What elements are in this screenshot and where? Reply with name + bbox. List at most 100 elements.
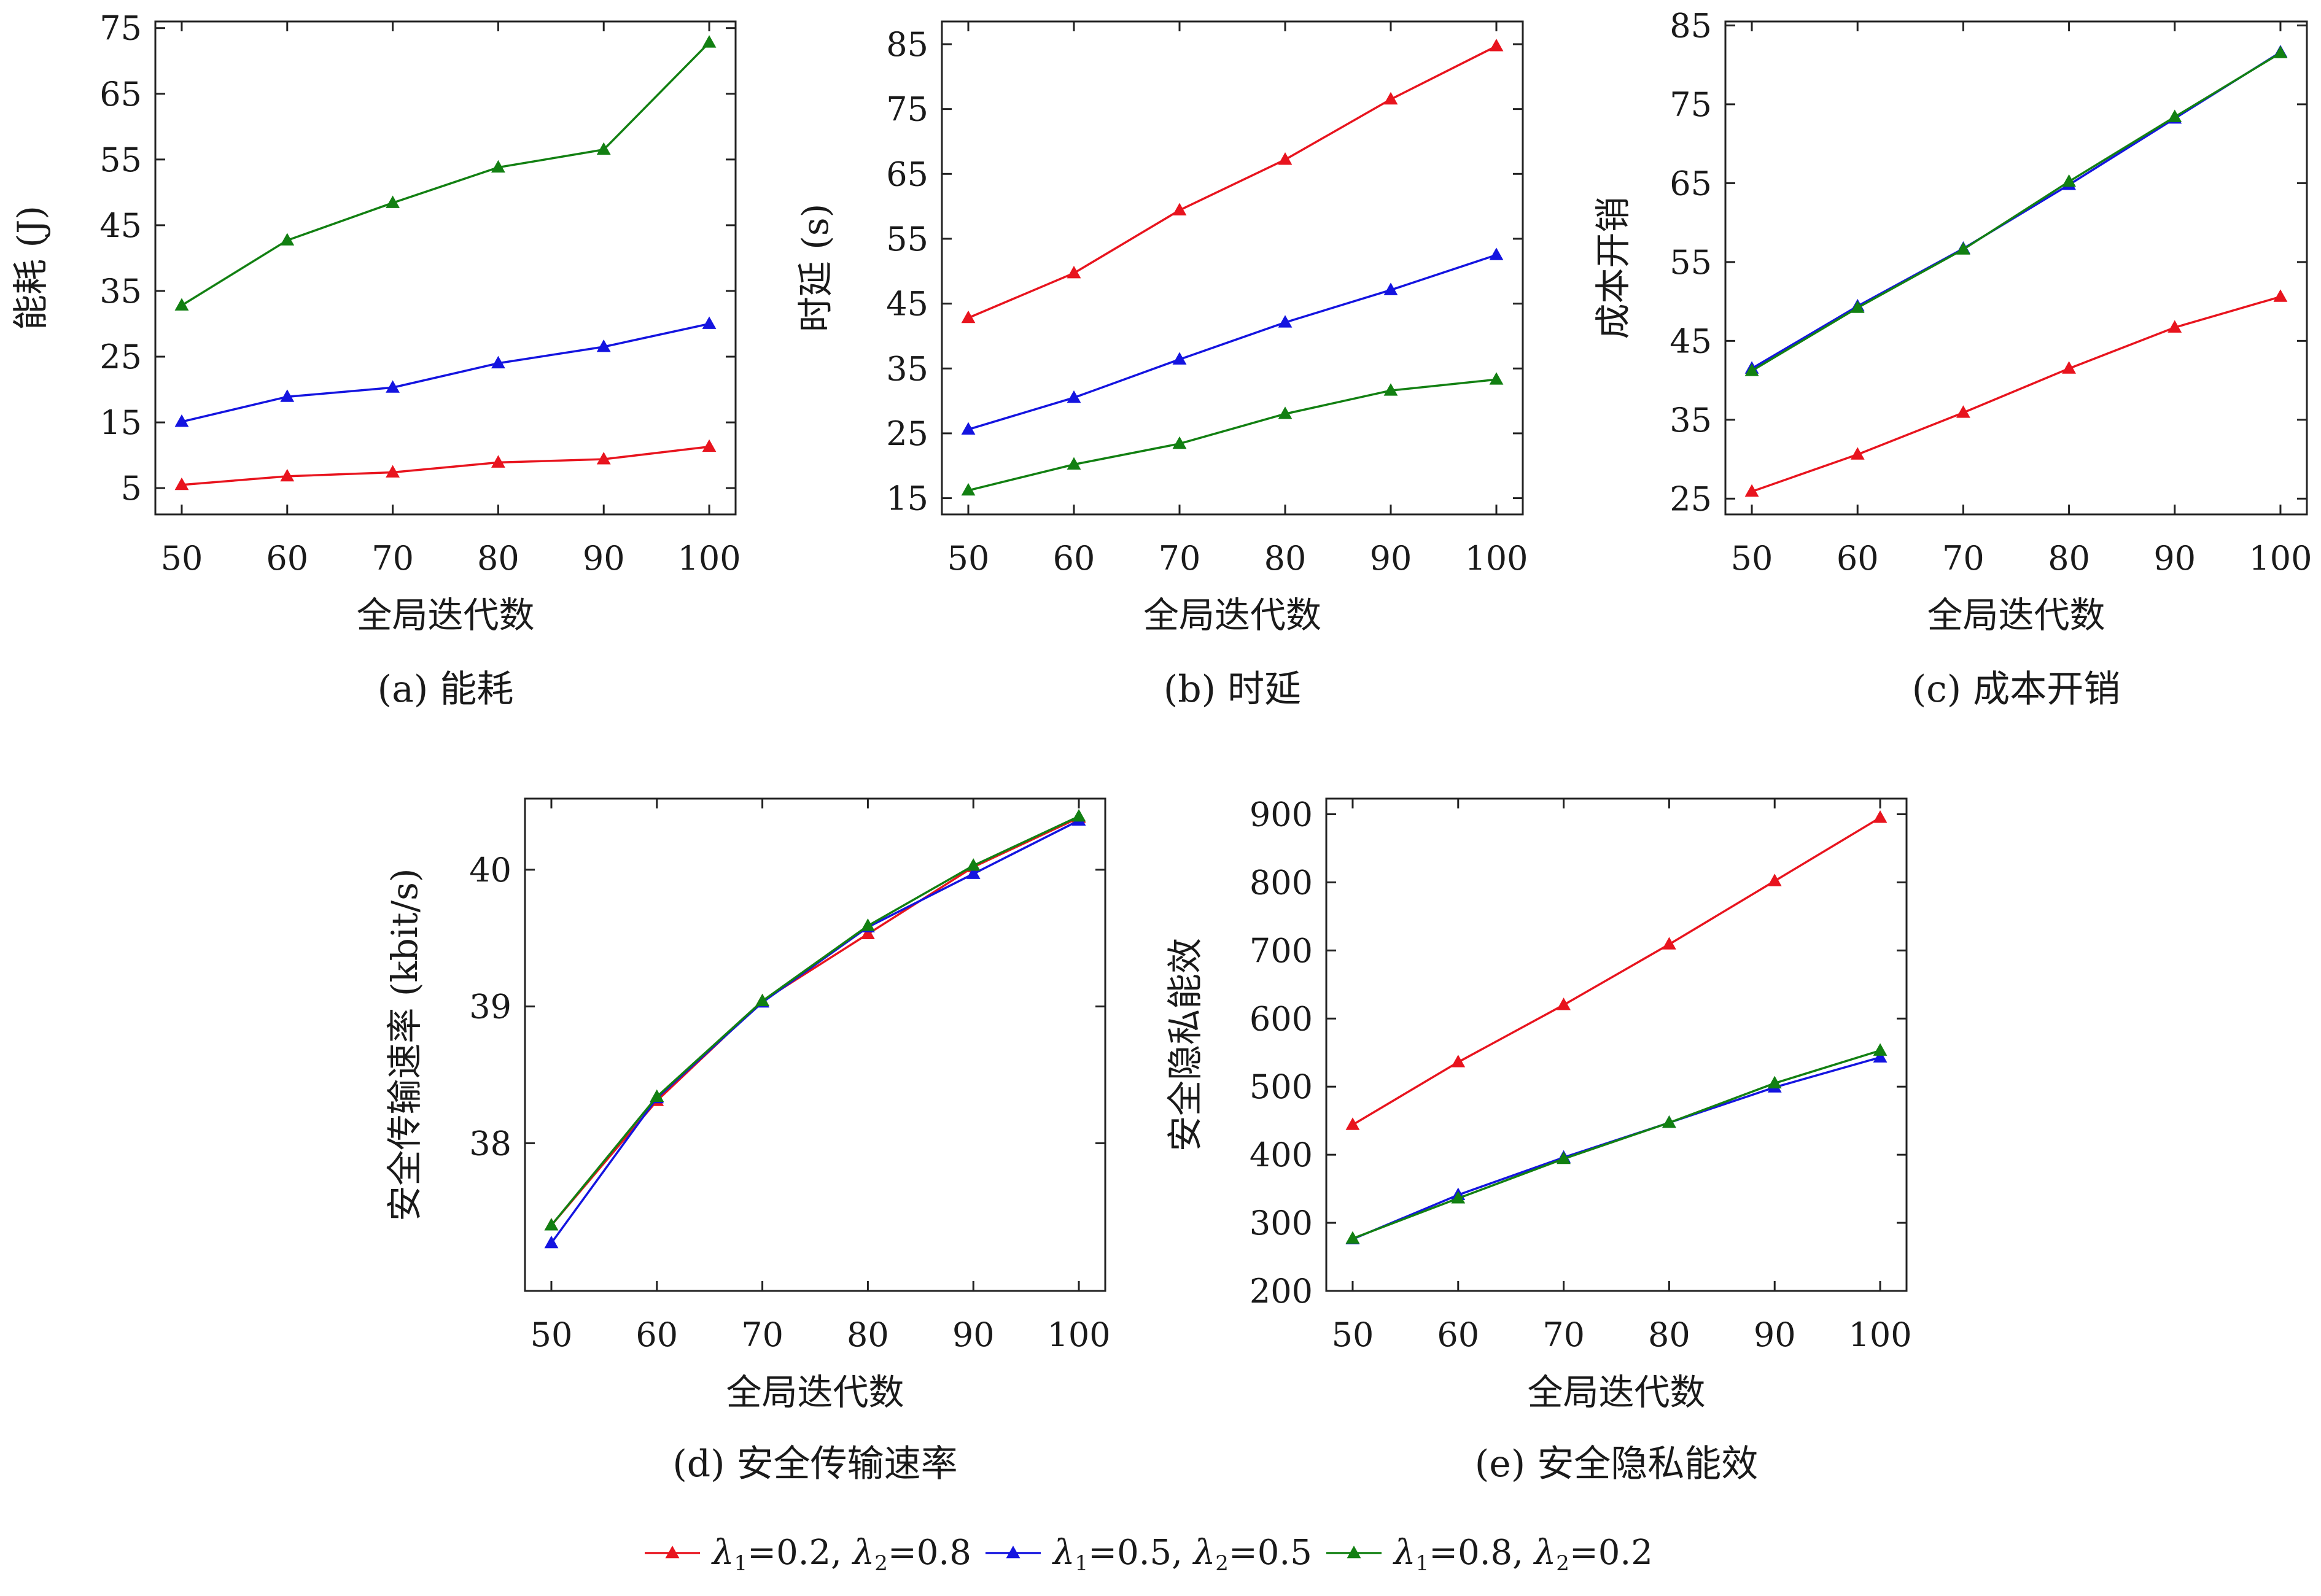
y-tick-label: 25 bbox=[886, 414, 928, 453]
x-tick-label: 60 bbox=[1837, 539, 1879, 578]
data-point bbox=[174, 477, 189, 490]
chart-panel-4: 50 60 70 80 90 100 38 39 40 全局迭代数 安全传输速率 (kbit/s) (… bbox=[384, 797, 1111, 1486]
y-tick-label: 75 bbox=[99, 9, 142, 48]
data-point bbox=[1767, 1075, 1782, 1089]
data-point bbox=[174, 298, 189, 311]
x-tick-label: 80 bbox=[847, 1315, 889, 1354]
y-tick-label: 800 bbox=[1250, 863, 1313, 902]
series-line-2 bbox=[1751, 51, 2281, 370]
legend-label-part: =0.8, bbox=[1429, 1533, 1534, 1573]
panel-caption: (d) 安全传输速率 bbox=[672, 1443, 957, 1486]
x-axis-label: 全局迭代数 bbox=[726, 1371, 904, 1413]
data-point bbox=[1071, 808, 1086, 822]
data-point bbox=[1557, 1151, 1571, 1164]
y-tick-label: 35 bbox=[99, 272, 142, 311]
data-point bbox=[2273, 289, 2288, 302]
y-tick-label: 700 bbox=[1250, 931, 1313, 970]
legend-label-part: =0.2, bbox=[747, 1533, 853, 1573]
data-point bbox=[491, 160, 505, 173]
data-point bbox=[650, 1089, 664, 1102]
legend-label: λ1=0.8, λ2=0.2 bbox=[1393, 1533, 1653, 1576]
y-tick-label: 600 bbox=[1250, 999, 1313, 1038]
legend-label-part: 2 bbox=[874, 1551, 888, 1576]
series-line-1 bbox=[1352, 816, 1881, 1126]
data-point bbox=[2062, 174, 2076, 187]
y-tick-label: 45 bbox=[886, 285, 928, 323]
data-point bbox=[1383, 383, 1398, 396]
x-tick-label: 90 bbox=[583, 539, 625, 578]
legend-label-part: =0.5, bbox=[1088, 1533, 1194, 1573]
legend-label-part: λ bbox=[852, 1533, 875, 1573]
data-point bbox=[861, 918, 875, 931]
data-point bbox=[1278, 406, 1293, 419]
data-point bbox=[966, 866, 981, 879]
data-point bbox=[544, 1218, 559, 1231]
legend: λ1=0.2, λ2=0.8 λ1=0.5, λ2=0.5 λ1=0.8, λ2=0… bbox=[645, 1533, 1653, 1576]
x-tick-label: 60 bbox=[1437, 1315, 1479, 1354]
data-point bbox=[1662, 937, 1676, 950]
x-tick-label: 60 bbox=[636, 1315, 678, 1354]
y-tick-label: 45 bbox=[99, 206, 142, 245]
legend-label: λ1=0.2, λ2=0.8 bbox=[711, 1533, 971, 1576]
plot-frame bbox=[524, 797, 1106, 1292]
y-axis-label: 时延 (s) bbox=[795, 204, 836, 332]
data-point bbox=[1278, 315, 1293, 328]
series-line-2 bbox=[1352, 1056, 1881, 1241]
data-point bbox=[1067, 390, 1081, 403]
x-tick-label: 100 bbox=[1048, 1315, 1111, 1354]
data-point bbox=[280, 468, 295, 482]
x-tick-label: 50 bbox=[531, 1315, 573, 1354]
x-tick-label: 80 bbox=[1264, 539, 1307, 578]
y-tick-label: 40 bbox=[469, 851, 511, 889]
data-point bbox=[280, 233, 295, 246]
series-line-3 bbox=[181, 42, 710, 307]
data-point bbox=[966, 858, 981, 871]
y-tick-label: 65 bbox=[1670, 164, 1712, 203]
x-tick-label: 80 bbox=[477, 539, 519, 578]
data-point bbox=[1744, 484, 1759, 497]
series-line-3 bbox=[968, 378, 1497, 492]
y-tick-label: 55 bbox=[886, 220, 928, 258]
legend-entry-3: λ1=0.8, λ2=0.2 bbox=[1326, 1533, 1653, 1576]
legend-swatch-marker bbox=[1347, 1546, 1361, 1559]
y-tick-label: 85 bbox=[1670, 6, 1712, 45]
y-axis-label: 成本开销 bbox=[1592, 196, 1634, 339]
legend-label-part: λ bbox=[1192, 1533, 1216, 1573]
y-tick-label: 39 bbox=[469, 988, 511, 1026]
data-point bbox=[1956, 242, 1970, 255]
data-point bbox=[1662, 1115, 1676, 1128]
legend-label-part: 1 bbox=[734, 1551, 748, 1576]
y-tick-label: 55 bbox=[1670, 243, 1712, 282]
legend-label-part: 2 bbox=[1215, 1551, 1229, 1576]
y-tick-label: 85 bbox=[886, 25, 928, 64]
data-point bbox=[1383, 282, 1398, 295]
x-tick-label: 90 bbox=[2153, 539, 2196, 578]
data-point bbox=[174, 414, 189, 427]
chart-panel-1: 50 60 70 80 90 100 5 15 25 35 45 55 65 75 全局迭代数 能耗 (J) (… bbox=[10, 9, 741, 711]
y-tick-label: 15 bbox=[886, 479, 928, 518]
data-point bbox=[1850, 447, 1865, 460]
data-point bbox=[1067, 265, 1081, 279]
data-point bbox=[491, 355, 505, 369]
data-point bbox=[596, 142, 611, 155]
data-point bbox=[1172, 203, 1187, 215]
data-point bbox=[596, 452, 611, 465]
series-line-1 bbox=[181, 445, 710, 486]
x-tick-label: 60 bbox=[266, 539, 308, 578]
data-point bbox=[1956, 405, 1970, 418]
x-tick-label: 100 bbox=[1464, 539, 1528, 578]
data-point bbox=[386, 195, 400, 208]
legend-swatch-marker bbox=[1006, 1546, 1021, 1559]
legend-entry-1: λ1=0.2, λ2=0.8 bbox=[645, 1533, 971, 1576]
x-tick-label: 100 bbox=[1849, 1315, 1912, 1354]
plot-frame bbox=[1724, 20, 2308, 516]
y-tick-label: 35 bbox=[886, 349, 928, 388]
y-tick-label: 75 bbox=[1670, 85, 1712, 124]
series-line-2 bbox=[181, 322, 710, 423]
y-tick-label: 200 bbox=[1250, 1272, 1313, 1311]
x-tick-label: 70 bbox=[741, 1315, 783, 1354]
y-tick-label: 25 bbox=[1670, 479, 1712, 518]
x-tick-label: 50 bbox=[1731, 539, 1773, 578]
data-point bbox=[1383, 91, 1398, 105]
